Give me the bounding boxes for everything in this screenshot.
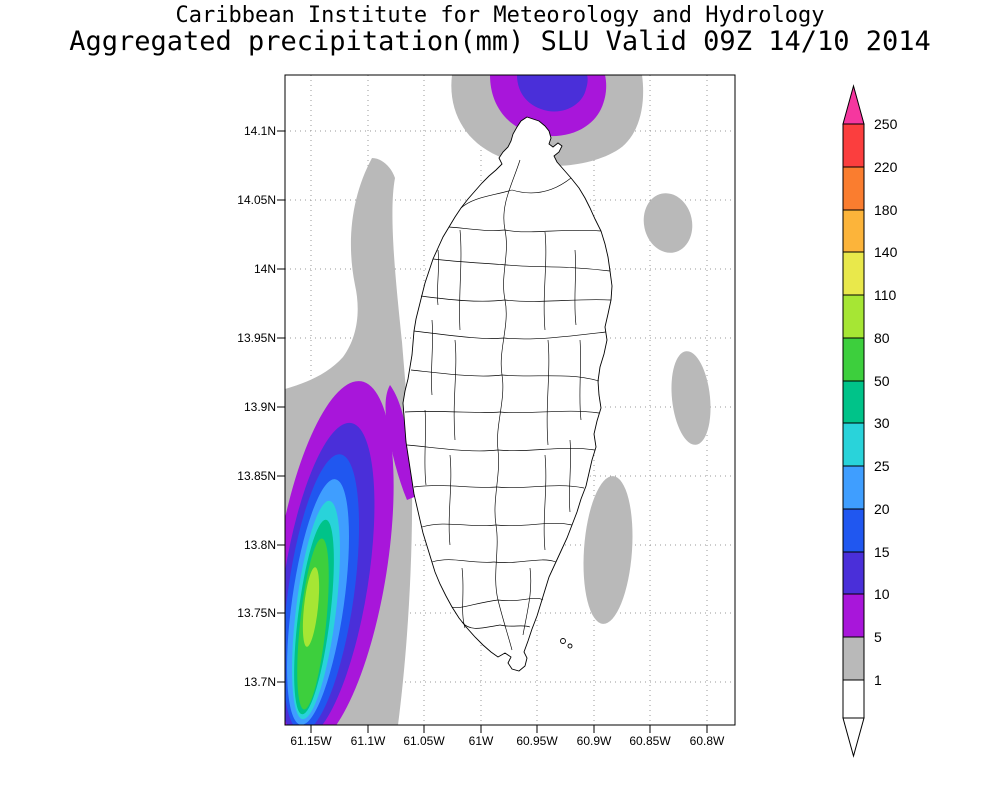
colorbar-band	[842, 166, 865, 211]
colorbar-label: 180	[874, 202, 898, 218]
colorbar: 250 220 180 140 110 80 50 30 25 20 15 10…	[842, 84, 898, 758]
lat-tick-label: 13.7N	[244, 675, 276, 689]
colorbar-label: 10	[874, 586, 890, 602]
colorbar-label: 15	[874, 544, 890, 560]
colorbar-band	[842, 551, 865, 595]
lon-tick-label: 61.1W	[351, 734, 386, 748]
east-gray-patch	[671, 351, 711, 445]
lat-tick-label: 13.85N	[237, 469, 276, 483]
northeast-gray-patch	[643, 193, 693, 253]
colorbar-label: 1	[874, 672, 882, 688]
colorbar-label: 30	[874, 415, 890, 431]
colorbar-label: 80	[874, 330, 890, 346]
colorbar-band	[842, 422, 865, 467]
lat-tick-label: 13.95N	[237, 331, 276, 345]
lon-tick-label: 60.8W	[690, 734, 725, 748]
north-cell-indigo	[517, 75, 588, 112]
axis-ticks	[277, 130, 708, 733]
watershed-boundaries	[404, 159, 612, 651]
colorbar-label: 110	[874, 287, 897, 303]
plot-frame	[284, 74, 736, 726]
saint-lucia-island	[402, 116, 613, 672]
plot-subtitle: Aggregated precipitation(mm) SLU Valid 0…	[69, 26, 931, 57]
lat-tick-label: 14N	[254, 262, 276, 276]
colorbar-bottom-arrow	[842, 717, 865, 758]
lat-tick-label: 13.9N	[244, 400, 276, 414]
colorbar-band	[842, 465, 865, 510]
lon-tick-label: 61.15W	[290, 734, 332, 748]
lon-tick-label: 60.95W	[516, 734, 558, 748]
colorbar-band	[842, 380, 865, 424]
lat-tick-label: 13.8N	[244, 538, 276, 552]
lat-tick-label: 14.05N	[237, 193, 276, 207]
colorbar-band	[842, 636, 865, 681]
lat-tick-label: 13.75N	[237, 606, 276, 620]
offshore-islet	[560, 638, 566, 644]
colorbar-band	[842, 294, 865, 339]
southeast-coastal-gray	[583, 476, 633, 624]
colorbar-band	[842, 593, 865, 638]
colorbar-label: 250	[874, 116, 898, 132]
latitude-axis: 14.1N 14.05N 14N 13.95N 13.9N 13.85N 13.…	[237, 124, 276, 689]
lon-tick-label: 61W	[469, 734, 494, 748]
colorbar-band	[842, 679, 865, 719]
sw-cell-light-green	[302, 567, 320, 647]
longitude-axis: 61.15W 61.1W 61.05W 61W 60.95W 60.9W 60.…	[290, 734, 725, 748]
colorbar-label: 220	[874, 159, 898, 175]
colorbar-band	[842, 251, 865, 296]
colorbar-band	[842, 123, 865, 168]
colorbar-label: 5	[874, 629, 882, 645]
offshore-islet	[567, 643, 573, 649]
colorbar-band	[842, 209, 865, 253]
colorbar-label: 140	[874, 244, 898, 260]
precipitation-contours	[285, 75, 711, 725]
lon-tick-label: 61.05W	[403, 734, 445, 748]
colorbar-label: 25	[874, 458, 890, 474]
colorbar-label: 20	[874, 501, 890, 517]
lat-tick-label: 14.1N	[244, 124, 276, 138]
coastline	[402, 116, 613, 672]
colorbar-top-arrow	[842, 84, 865, 125]
lon-tick-label: 60.85W	[629, 734, 671, 748]
colorbar-band	[842, 337, 865, 382]
page-title: Caribbean Institute for Meteorology and …	[175, 3, 825, 28]
colorbar-label: 50	[874, 373, 890, 389]
lon-tick-label: 60.9W	[577, 734, 612, 748]
colorbar-band	[842, 508, 865, 553]
